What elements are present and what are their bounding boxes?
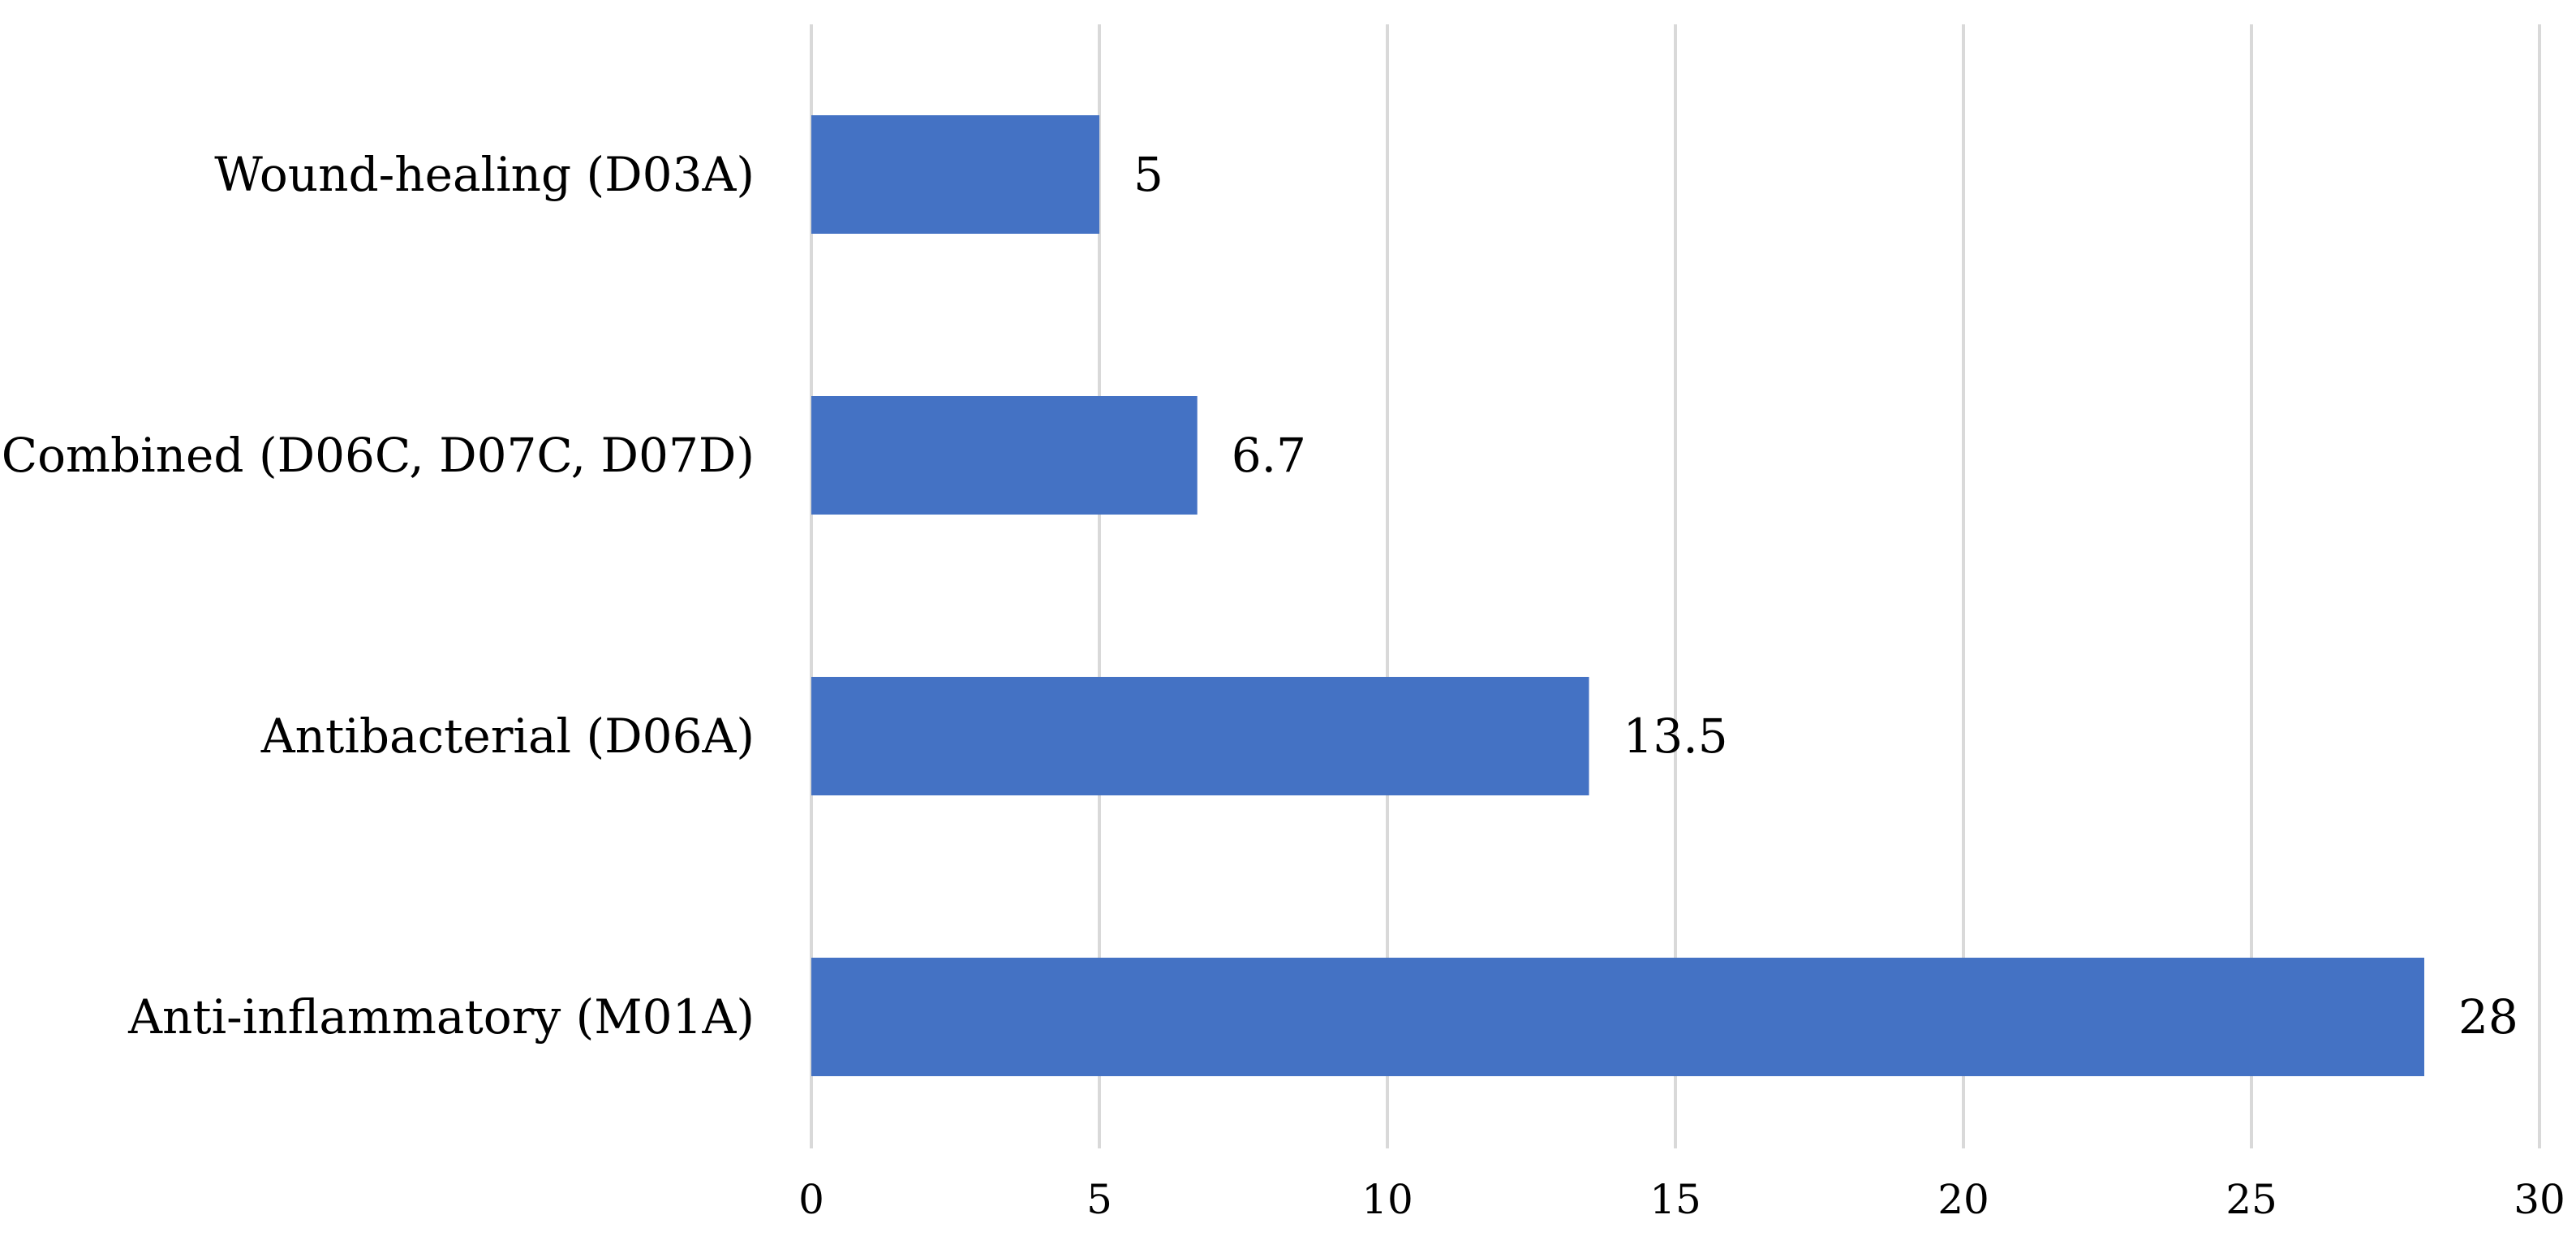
bar-3 [811,958,2424,1076]
x-tick-label: 15 [1649,1176,1701,1223]
x-tick-label: 0 [798,1176,824,1223]
bar-1 [811,396,1198,515]
x-tick-label: 30 [2514,1176,2565,1223]
category-label: Antibacterial (D06A) [260,709,755,764]
x-tick-label: 20 [1937,1176,1989,1223]
x-tick-label: 25 [2226,1176,2277,1223]
bar-0 [811,115,1099,234]
bar-2 [811,677,1589,795]
x-tick-label: 10 [1361,1176,1413,1223]
category-label: Wound-healing (D03A) [214,147,755,202]
bar-value-label: 13.5 [1623,709,1728,764]
value-labels: 5 6.7 13.5 28 [1133,147,2518,1045]
bar-value-label: 28 [2458,989,2518,1045]
category-label: Anti-inflammatory (M01A) [127,989,755,1045]
bar-value-label: 6.7 [1232,428,1306,483]
x-tick-label: 5 [1086,1176,1112,1223]
bars [811,115,2424,1076]
category-labels: Wound-healing (D03A) Combined (D06C, D07C… [2,147,755,1045]
x-axis-tick-labels: 0 5 10 15 20 25 30 [798,1176,2565,1223]
category-label: Combined (D06C, D07C, D07D) [2,428,755,483]
bar-value-label: 5 [1133,147,1163,202]
